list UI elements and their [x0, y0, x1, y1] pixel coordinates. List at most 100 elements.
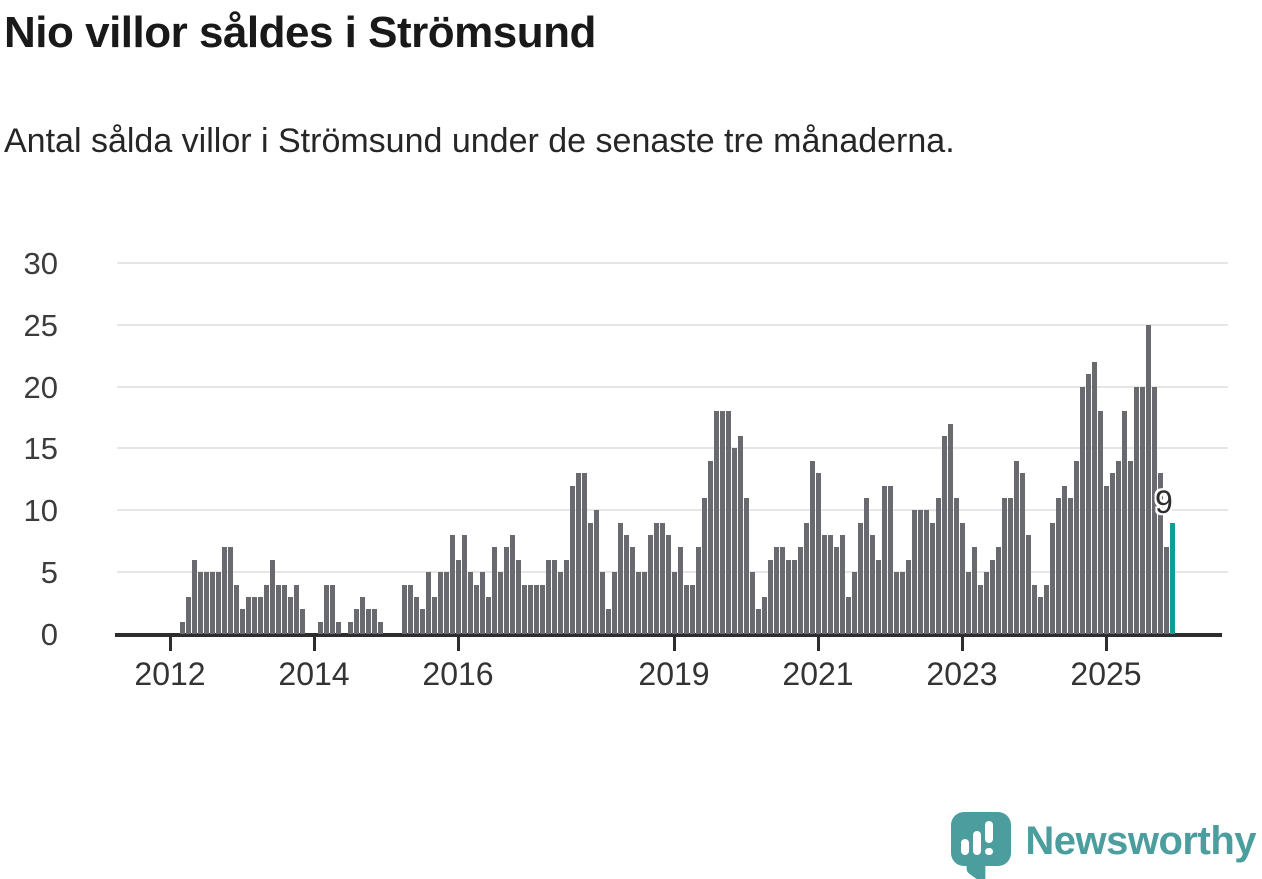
bar-2025-10 — [1158, 473, 1163, 634]
bar-2014-12 — [378, 621, 383, 634]
bar-2019-03 — [684, 584, 689, 634]
bar-2014-10 — [366, 609, 371, 634]
bar-2023-06 — [990, 559, 995, 634]
bar-2013-06 — [270, 559, 275, 634]
y-axis-label-15: 15 — [23, 431, 58, 467]
bar-2021-02 — [822, 535, 827, 634]
bar-2013-01 — [240, 609, 245, 634]
bar-2016-02 — [462, 535, 467, 634]
bar-2024-06 — [1062, 485, 1067, 634]
bar-2018-02 — [606, 609, 611, 634]
bar-2022-05 — [912, 510, 917, 634]
bar-2013-04 — [258, 596, 263, 634]
bar-2020-05 — [768, 559, 773, 634]
bar-2015-08 — [426, 572, 431, 634]
bar-2025-07 — [1140, 386, 1145, 634]
bar-2021-01 — [816, 473, 821, 634]
bar-2015-10 — [438, 572, 443, 634]
bar-2019-12 — [738, 436, 743, 634]
bar-2018-12 — [666, 535, 671, 634]
bar-2023-12 — [1026, 535, 1031, 634]
bar-2018-08 — [642, 572, 647, 634]
bar-2024-05 — [1056, 497, 1061, 634]
bar-2022-07 — [924, 510, 929, 634]
bar-2015-06 — [414, 596, 419, 634]
bar-2020-12 — [810, 460, 815, 634]
y-axis-label-20: 20 — [23, 369, 58, 405]
bar-2017-03 — [540, 584, 545, 634]
bar-2017-12 — [594, 510, 599, 634]
x-tick-2019 — [672, 637, 676, 651]
bar-2019-05 — [696, 547, 701, 634]
bar-2017-02 — [534, 584, 539, 634]
bar-2021-05 — [840, 535, 845, 634]
bar-2025-09 — [1152, 386, 1157, 634]
bar-2023-05 — [984, 572, 989, 634]
gridline-y-10 — [117, 509, 1228, 512]
bar-2025-03 — [1116, 460, 1121, 634]
x-axis-label-2016: 2016 — [422, 656, 494, 692]
bar-2013-08 — [282, 584, 287, 634]
bar-2020-02 — [750, 572, 755, 634]
bar-2022-03 — [900, 572, 905, 634]
bar-2015-11 — [444, 572, 449, 634]
x-tick-2025 — [1104, 637, 1108, 651]
bar-2018-10 — [654, 522, 659, 634]
bar-2019-04 — [690, 584, 695, 634]
bar-2024-04 — [1050, 522, 1055, 634]
gridline-y-15 — [117, 447, 1228, 450]
bar-2012-06 — [198, 572, 203, 634]
bar-2025-05 — [1128, 460, 1133, 634]
x-tick-2014 — [312, 637, 316, 651]
chart-title: Nio villor såldes i Strömsund — [4, 8, 596, 57]
bar-2017-06 — [558, 572, 563, 634]
bar-2021-04 — [834, 547, 839, 634]
bar-2024-03 — [1044, 584, 1049, 634]
bar-2019-09 — [720, 411, 725, 634]
bar-2023-04 — [978, 584, 983, 634]
x-tick-2021 — [816, 637, 820, 651]
bar-2013-10 — [294, 584, 299, 634]
bar-2023-10 — [1014, 460, 1019, 634]
bar-2025-04 — [1122, 411, 1127, 634]
x-tick-2012 — [168, 637, 172, 651]
bar-2012-09 — [216, 572, 221, 634]
y-axis-label-0: 0 — [40, 617, 58, 652]
bar-2019-06 — [702, 497, 707, 634]
bar-2013-03 — [252, 596, 257, 634]
bar-2012-05 — [192, 559, 197, 634]
bar-2023-09 — [1008, 497, 1013, 634]
bar-2013-02 — [246, 596, 251, 634]
brand-name: Newsworthy — [1025, 818, 1256, 863]
bar-2023-03 — [972, 547, 977, 634]
bar-2016-11 — [516, 559, 521, 634]
bar-2018-11 — [660, 522, 665, 634]
chart-subtitle: Antal sålda villor i Strömsund under de … — [4, 122, 955, 160]
bar-2021-11 — [876, 559, 881, 634]
bar-2016-06 — [486, 596, 491, 634]
bar-2025-08 — [1146, 324, 1151, 634]
bar-2013-11 — [300, 609, 305, 634]
bar-2014-03 — [324, 584, 329, 634]
bar-2021-06 — [846, 596, 851, 634]
bar-2017-01 — [528, 584, 533, 634]
bar-2017-09 — [576, 473, 581, 634]
bar-2019-08 — [714, 411, 719, 634]
bar-2019-02 — [678, 547, 683, 634]
bar-2014-11 — [372, 609, 377, 634]
bar-2017-05 — [552, 559, 557, 634]
bar-2016-10 — [510, 535, 515, 634]
x-axis-label-2014: 2014 — [278, 656, 350, 692]
bar-2014-08 — [354, 609, 359, 634]
logo-exclamation-stem — [985, 821, 994, 843]
bar-2020-10 — [798, 547, 803, 634]
bar-2024-10 — [1086, 374, 1091, 634]
bar-2022-04 — [906, 559, 911, 634]
bar-2019-07 — [708, 460, 713, 634]
bar-2024-08 — [1074, 460, 1079, 634]
bar-2015-12 — [450, 535, 455, 634]
bar-2012-11 — [228, 547, 233, 634]
bar-2020-04 — [762, 596, 767, 634]
bar-2023-11 — [1020, 473, 1025, 634]
